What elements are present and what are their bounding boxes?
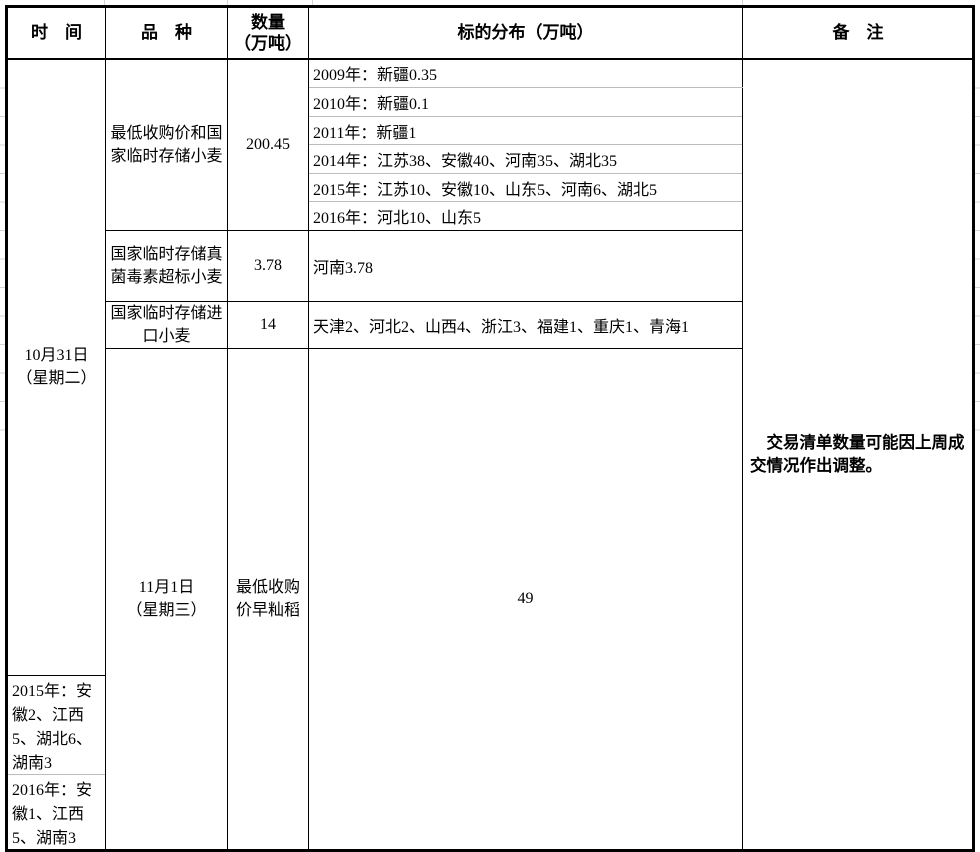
schedule-table: 时 间 品 种 数量 （万吨） 标的分布（万吨） 备 注 10月31日 （星期二… xyxy=(5,5,975,852)
col-header-distribution: 标的分布（万吨） xyxy=(308,6,743,60)
table-row: 2016年：河北10、山东5 xyxy=(7,201,974,231)
date-line2: （星期二） xyxy=(16,370,97,388)
quantity-cell-msp-wheat: 200.45 xyxy=(227,58,309,231)
quantity-header-line2: （万吨） xyxy=(234,33,302,53)
date-cell-oct31: 10月31日 （星期二） xyxy=(6,57,106,677)
table-row: 2015年：江苏10、安徽10、山东5、河南6、湖北5 xyxy=(7,173,974,202)
distribution-cell: 2016年：安徽1、江西5、湖南3 xyxy=(6,774,106,852)
col-header-quantity: 数量 （万吨） xyxy=(227,6,309,60)
remark-cell: 交易清单数量可能因上周成交情况作出调整。 xyxy=(742,57,974,852)
variety-cell-msp-wheat: 最低收购价和国家临时存储小麦 xyxy=(105,58,228,231)
table-row: 国家临时存储真菌毒素超标小麦 3.78 河南3.78 xyxy=(7,230,974,302)
variety-cell-toxin-wheat: 国家临时存储真菌毒素超标小麦 xyxy=(105,230,228,302)
distribution-cell: 2009年：新疆0.35 xyxy=(308,58,743,88)
col-header-remark: 备 注 xyxy=(742,6,974,60)
distribution-cell: 2016年：河北10、山东5 xyxy=(308,201,743,231)
col-header-variety: 品 种 xyxy=(105,6,228,60)
table-row: 国家临时存储进口小麦 14 天津2、河北2、山西4、浙江3、福建1、重庆1、青海… xyxy=(7,300,974,350)
col-header-time: 时 间 xyxy=(6,6,106,60)
quantity-cell-early-rice: 49 xyxy=(308,348,743,852)
distribution-cell: 2015年：江苏10、安徽10、山东5、河南6、湖北5 xyxy=(308,173,743,202)
distribution-cell: 河南3.78 xyxy=(308,230,743,302)
table-row: 2014年：江苏38、安徽40、河南35、湖北35 xyxy=(7,144,974,174)
quantity-cell-imported-wheat: 14 xyxy=(227,300,309,350)
variety-cell-imported-wheat: 国家临时存储进口小麦 xyxy=(105,300,228,350)
table-row: 10月31日 （星期二） 最低收购价和国家临时存储小麦 200.45 2009年… xyxy=(6,57,974,852)
quantity-cell-toxin-wheat: 3.78 xyxy=(227,230,309,302)
date-line1: 10月31日 xyxy=(24,347,89,365)
distribution-cell: 2011年：新疆1 xyxy=(308,116,743,145)
distribution-cell: 2014年：江苏38、安徽40、河南35、湖北35 xyxy=(308,144,743,174)
variety-cell-early-rice: 最低收购价早籼稻 xyxy=(227,348,309,852)
table-row: 2011年：新疆1 xyxy=(7,116,974,145)
date-line2: （星期三） xyxy=(126,602,207,620)
distribution-cell: 2015年：安徽2、江西5、湖北6、湖南3 xyxy=(6,675,106,776)
date-cell-nov1: 11月1日 （星期三） xyxy=(105,348,228,852)
distribution-cell: 天津2、河北2、山西4、浙江3、福建1、重庆1、青海1 xyxy=(308,300,743,350)
date-line1: 11月1日 xyxy=(138,579,195,597)
header-row: 时 间 品 种 数量 （万吨） 标的分布（万吨） 备 注 xyxy=(6,6,974,60)
distribution-cell: 2010年：新疆0.1 xyxy=(308,87,743,117)
quantity-header-line1: 数量 xyxy=(251,12,285,32)
auction-schedule: 时 间 品 种 数量 （万吨） 标的分布（万吨） 备 注 10月31日 （星期二… xyxy=(5,5,975,852)
